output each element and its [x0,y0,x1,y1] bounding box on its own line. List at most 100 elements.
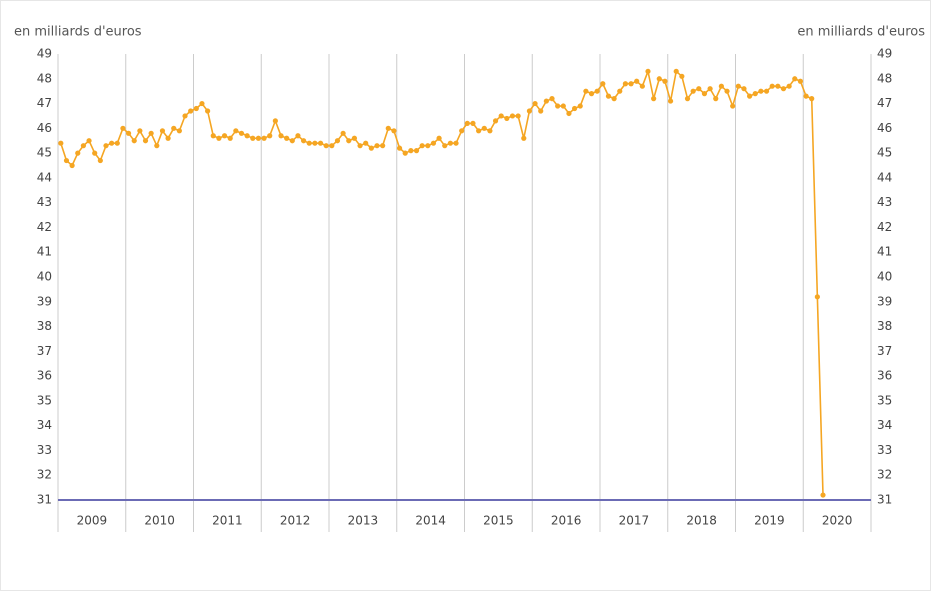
point [171,125,177,131]
y2-tick-label: 49 [877,47,892,61]
point [509,113,516,119]
point [312,140,318,146]
y-tick-label: 43 [37,195,52,209]
point [741,86,747,92]
point [464,120,470,126]
point [278,133,284,139]
point [238,130,245,136]
point [555,103,561,109]
point [425,143,431,149]
point [227,135,233,141]
y-tick-label: 48 [37,71,52,85]
y2-tick-label: 36 [877,369,892,383]
x-tick-label: 2009 [77,514,108,528]
point [560,103,566,109]
y2-tick-label: 40 [877,270,892,284]
point [492,118,499,124]
y-tick-label: 41 [37,245,52,259]
point [786,83,792,89]
point [481,125,487,131]
point [780,86,787,92]
point [419,143,425,149]
point [295,133,301,139]
point [588,91,595,97]
point [329,143,335,149]
point [188,108,194,114]
y2-axis-label: en milliards d'euros [797,25,925,40]
point [634,78,640,84]
point [267,133,273,139]
point [346,138,352,144]
point [583,88,589,94]
y-tick-label: 36 [37,369,52,383]
point [543,98,549,104]
y-tick-label: 49 [37,47,52,61]
point [453,140,459,146]
point [820,492,826,498]
point [730,103,736,109]
point [594,88,600,94]
point [684,96,691,102]
point [210,133,216,139]
y-tick-label: 31 [37,493,52,507]
point [673,68,679,74]
y-tick-label: 44 [37,170,52,184]
y2-tick-label: 34 [877,418,892,432]
x-tick-label: 2010 [144,514,175,528]
point [142,138,149,144]
point [125,130,132,136]
point [80,143,87,149]
point [385,125,391,131]
point [205,108,211,114]
point [628,81,634,87]
point [803,93,809,99]
point [86,138,92,144]
point [261,135,267,141]
series-line [60,68,824,496]
y2-tick-label: 35 [877,393,892,407]
y-tick-label: 42 [37,220,52,234]
point [797,78,804,84]
y2-tick-label: 42 [877,220,892,234]
point [538,108,544,114]
point [148,130,154,136]
point [809,96,815,102]
point [120,125,126,131]
point [470,120,476,126]
point [526,108,533,114]
x-tick-label: 2014 [415,514,446,528]
x-tick-label: 2017 [619,514,650,528]
point [577,103,583,109]
point [769,83,775,89]
point [284,135,290,141]
point [306,140,312,146]
point [639,83,645,89]
point [532,100,538,107]
point [498,113,504,119]
y2-tick-label: 31 [877,493,892,507]
point [707,86,713,92]
point [645,68,651,74]
y-tick-label: 40 [37,270,52,284]
point [521,135,527,141]
point [763,88,770,94]
point [216,135,222,141]
point [199,100,205,107]
point [679,73,685,79]
y-tick-label: 33 [37,443,52,457]
y2-tick-label: 48 [877,71,892,85]
point [300,138,307,144]
point [758,88,764,94]
point [317,140,324,146]
point [476,128,482,134]
point [622,81,629,87]
point [487,128,493,134]
point [233,128,239,134]
point [75,150,81,156]
point [323,143,329,149]
point [747,93,753,99]
point [103,143,109,149]
y2-tick-label: 39 [877,294,892,308]
